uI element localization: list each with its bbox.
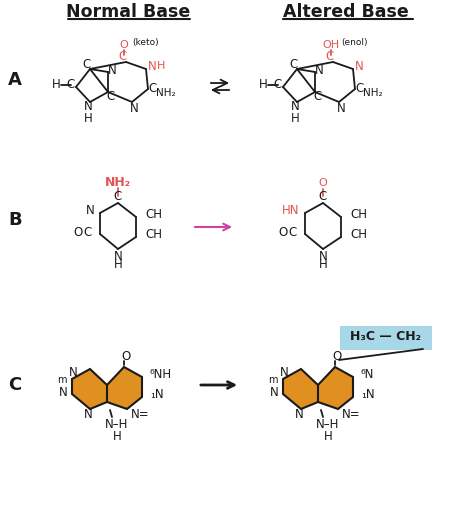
Text: C: C [83,58,91,71]
Text: N: N [355,60,364,73]
FancyBboxPatch shape [340,326,432,350]
Text: N: N [108,65,117,77]
Text: N: N [69,367,77,379]
Text: N: N [114,249,122,263]
Text: H: H [157,61,165,71]
Text: O: O [121,350,131,364]
Text: C: C [314,90,322,104]
Text: CH: CH [350,209,367,222]
Text: CH: CH [350,228,367,241]
Text: N: N [147,60,156,73]
Text: HN: HN [282,205,299,218]
Text: C: C [290,58,298,71]
Polygon shape [72,367,142,409]
Text: N: N [83,409,92,422]
Text: ⁶N: ⁶N [361,369,374,381]
Text: Altered Base: Altered Base [283,3,409,21]
Text: m: m [57,375,67,385]
Text: H: H [113,430,121,443]
Text: (enol): (enol) [342,37,368,46]
Text: C: C [107,90,115,104]
Text: N: N [86,205,95,218]
Text: CH: CH [145,228,162,241]
Text: NH₂: NH₂ [363,88,383,98]
Text: O: O [278,226,288,238]
Text: NH₂: NH₂ [156,88,176,98]
Text: H: H [83,112,92,125]
Text: C: C [274,78,282,91]
Text: ⁶NH: ⁶NH [150,369,172,381]
Text: H: H [114,259,122,272]
Text: N–H: N–H [316,419,340,431]
Text: N=: N= [131,409,150,422]
Text: ₁N: ₁N [361,388,374,401]
Text: CH: CH [145,209,162,222]
Text: N=: N= [342,409,361,422]
Text: N: N [129,102,138,115]
Text: H: H [319,259,328,272]
Text: O: O [73,226,82,238]
Text: N: N [291,100,300,114]
Text: C: C [119,49,127,63]
Text: C: C [84,226,92,238]
Text: N–H: N–H [105,419,128,431]
Text: ₁N: ₁N [150,388,164,401]
Text: N: N [270,385,279,398]
Text: H: H [52,78,60,91]
Text: Normal Base: Normal Base [66,3,190,21]
Text: H₃C — CH₂: H₃C — CH₂ [350,330,421,343]
Text: C: C [356,81,364,94]
Text: N: N [280,367,288,379]
Text: N: N [319,249,328,263]
Text: H: H [324,430,332,443]
Text: C: C [114,190,122,204]
Text: H: H [291,112,300,125]
Text: C: C [319,190,327,204]
Text: N: N [337,102,346,115]
Text: C: C [9,376,22,394]
Text: C: C [67,78,75,91]
Text: OH: OH [322,40,339,50]
Text: O: O [332,350,342,364]
Text: (keto): (keto) [133,37,159,46]
Text: B: B [8,211,22,229]
Text: m: m [268,375,278,385]
Polygon shape [283,367,353,409]
Text: O: O [119,40,128,50]
Text: N: N [315,65,323,77]
Text: C: C [289,226,297,238]
Text: N: N [59,385,68,398]
Text: O: O [319,178,328,188]
Text: N: N [83,100,92,114]
Text: N: N [295,409,303,422]
Text: C: C [149,81,157,94]
Text: NH₂: NH₂ [105,176,131,188]
Text: H: H [259,78,267,91]
Text: C: C [326,49,334,63]
Text: A: A [8,71,22,89]
